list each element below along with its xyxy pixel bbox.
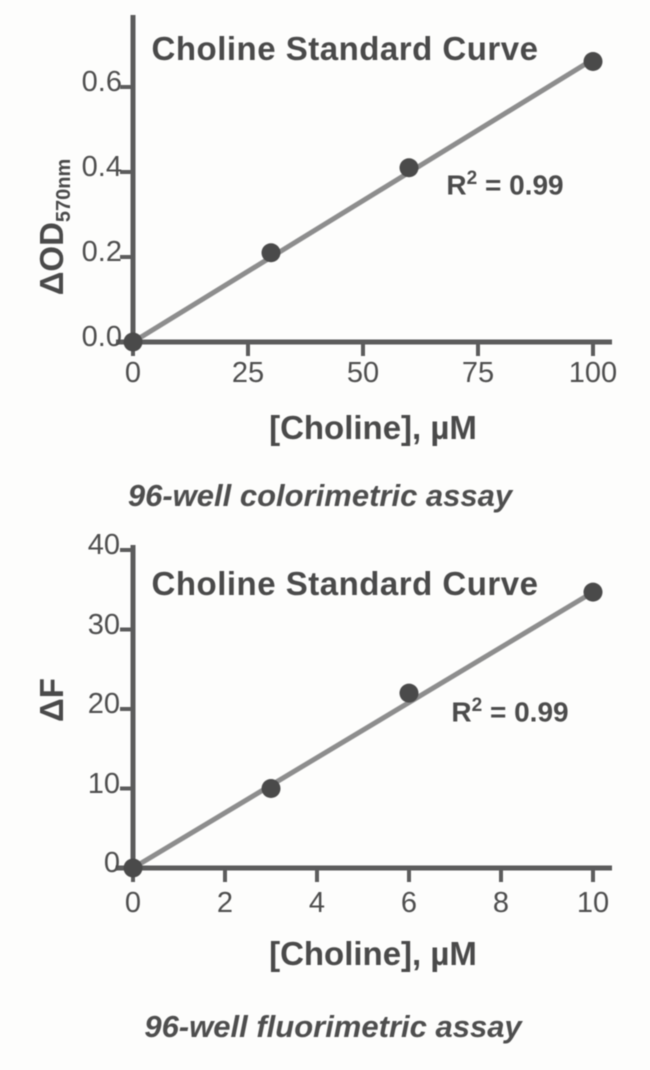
chart-caption: 96-well fluorimetric assay [144,1009,522,1044]
data-point [399,158,419,178]
r-squared-exponent: 2 [471,695,483,716]
fluorimetric-plot-area [116,545,612,882]
x-tick-label: 8 [492,887,510,919]
r-squared-base: R [451,696,472,728]
y-tick-label: 10 [87,767,120,800]
r-squared-value: = 0.99 [482,696,569,728]
x-tick-label: 25 [231,357,265,389]
colorimetric-standard-curve-chart: Choline Standard Curve ΔOD570nm R2 = 0.9… [30,15,635,513]
chart-title: Choline Standard Curve [151,30,539,67]
x-tick-label: 2 [216,887,234,919]
data-point [261,779,281,798]
y-tick-label: 0.6 [81,66,122,98]
data-point [399,683,419,703]
y-tick-label: 30 [87,608,120,641]
x-tick-label: 75 [461,357,495,389]
x-tick-label: 4 [308,887,326,919]
y-tick-label: 20 [87,688,120,720]
x-tick-label: 10 [576,887,610,919]
r-squared-exponent: 2 [466,168,478,189]
x-axis-label: [Choline], µM [269,935,477,972]
trend-line [130,56,596,345]
r-squared-base: R [446,169,467,201]
x-axis-label: [Choline], µM [269,409,477,446]
r-squared-annotation: R2 = 0.99 [380,695,640,728]
x-tick-label: 0 [124,887,142,919]
r-squared-annotation: R2 = 0.99 [375,168,635,201]
x-tick-label: 0 [124,357,142,389]
x-tick-label: 50 [346,357,380,389]
x-tick-label: 100 [568,357,618,389]
chart-caption: 96-well colorimetric assay [127,478,513,513]
data-point [583,52,603,71]
data-point [123,858,143,878]
chart-title: Choline Standard Curve [151,565,539,602]
trend-line [130,589,596,871]
data-point [123,332,143,352]
y-tick-label: 0.4 [81,151,122,183]
y-tick-label: 0.2 [81,236,122,268]
y-axis-label: ΔOD570nm [30,102,75,352]
y-tick-label: 0 [103,847,120,879]
r-squared-value: = 0.99 [477,169,564,201]
colorimetric-plot-area [116,15,612,356]
y-tick-label: 40 [87,529,120,561]
data-point [261,243,281,263]
data-point [583,582,603,602]
x-tick-label: 6 [400,887,418,919]
y-tick-label: 0.0 [81,321,122,353]
fluorimetric-standard-curve-chart: Choline Standard Curve ΔF R2 = 0.99 [Cho… [0,529,650,1070]
